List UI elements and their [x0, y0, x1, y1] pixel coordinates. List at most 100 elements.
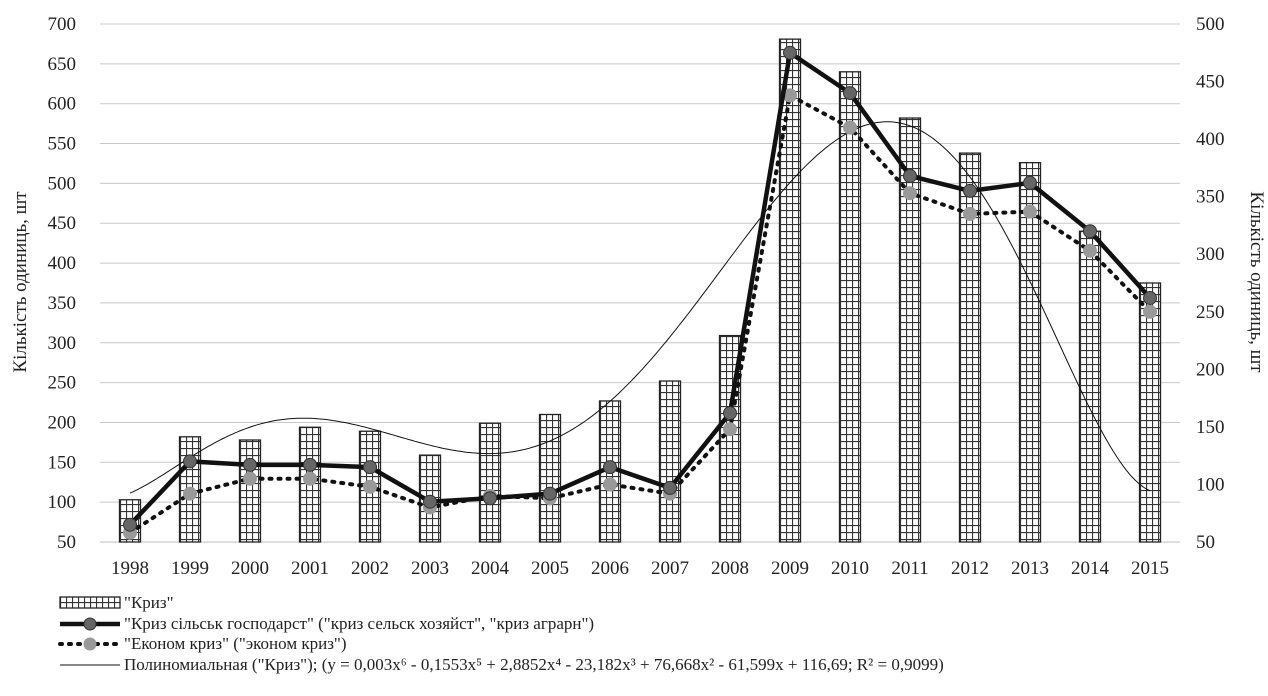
x-tick-label: 1999 — [171, 558, 209, 579]
x-tick-label: 1998 — [111, 558, 149, 579]
left-tick-label: 450 — [48, 213, 77, 234]
right-tick-label: 450 — [1196, 72, 1225, 93]
bar — [658, 380, 682, 543]
legend-label: "Криз сільськ господарст" ("криз сельск … — [124, 614, 594, 633]
right-tick-label: 350 — [1196, 187, 1225, 208]
kriz-silsk-point — [423, 494, 437, 509]
kriz-silsk-point — [903, 168, 917, 183]
right-tick-label: 50 — [1196, 532, 1215, 553]
kriz-silsk-point — [663, 480, 677, 495]
x-tick-label: 2015 — [1131, 558, 1169, 579]
left-axis-ticks: 50 100 150 200 250 300 350 400 450 500 550 600 650 70… — [48, 14, 77, 553]
econom-kriz-point — [963, 206, 977, 221]
bar — [1138, 282, 1162, 543]
kriz-silsk-point — [123, 517, 137, 532]
legend-marker-econom-kriz — [83, 637, 97, 651]
x-tick-label: 2005 — [531, 558, 569, 579]
kriz-silsk-point — [723, 406, 737, 421]
left-tick-label: 550 — [48, 134, 77, 155]
gridlines — [100, 23, 1180, 543]
econom-kriz-point — [723, 422, 737, 437]
kriz-silsk-line — [128, 50, 1152, 527]
legend-swatch-kriz — [59, 596, 121, 609]
econom-kriz-point — [1143, 304, 1157, 319]
bar — [958, 152, 982, 543]
x-tick-label: 2000 — [231, 558, 269, 579]
econom-kriz-point — [1083, 243, 1097, 258]
kriz-silsk-point — [843, 86, 857, 101]
left-tick-label: 700 — [48, 14, 77, 35]
x-axis-ticks: 1998 1999 2000 2001 2002 2003 2004 2005 2006 2007… — [111, 558, 1169, 579]
left-tick-label: 50 — [57, 532, 76, 553]
x-tick-label: 2014 — [1071, 558, 1110, 579]
right-axis-title: Кількість одиниць, шт — [1246, 191, 1267, 373]
kriz-silsk-point — [1083, 224, 1097, 239]
bar — [1018, 162, 1042, 543]
x-tick-label: 2009 — [771, 558, 809, 579]
bar — [238, 439, 262, 543]
bar — [898, 117, 922, 543]
econom-kriz-point — [603, 477, 617, 492]
legend-label: Полиномиальная ("Криз"); (y = 0,003x⁶ - … — [124, 655, 944, 674]
kriz-silsk-point — [603, 460, 617, 475]
x-tick-label: 2007 — [651, 558, 689, 579]
right-tick-label: 200 — [1196, 359, 1225, 380]
econom-kriz-point — [903, 186, 917, 201]
trendline-series — [129, 121, 1151, 494]
econom-kriz-point — [243, 471, 257, 486]
left-tick-label: 500 — [48, 173, 77, 194]
x-tick-label: 2006 — [591, 558, 629, 579]
x-tick-label: 2012 — [951, 558, 989, 579]
kriz-silsk-point — [1023, 175, 1037, 190]
kriz-silsk-point — [963, 183, 977, 198]
bar — [778, 38, 802, 543]
kriz-silsk-point — [483, 491, 497, 506]
kriz-silsk-point — [783, 45, 797, 60]
bar — [538, 413, 562, 543]
kriz-silsk-point — [183, 454, 197, 469]
kriz-silsk-point — [363, 460, 377, 475]
left-tick-label: 150 — [48, 452, 77, 473]
x-tick-label: 2001 — [291, 558, 329, 579]
x-tick-label: 2002 — [351, 558, 389, 579]
left-tick-label: 200 — [48, 412, 77, 433]
bar — [1078, 230, 1102, 543]
left-tick-label: 650 — [48, 54, 77, 75]
econom-kriz-point — [783, 88, 797, 103]
legend-marker-kriz-silsk — [83, 617, 97, 631]
x-tick-label: 2010 — [831, 558, 869, 579]
econom-kriz-point — [303, 471, 317, 486]
econom-kriz-point — [843, 120, 857, 135]
right-tick-label: 250 — [1196, 302, 1225, 323]
left-tick-label: 100 — [48, 492, 77, 513]
econom-kriz-line — [128, 92, 1152, 535]
right-tick-label: 400 — [1196, 129, 1225, 150]
kriz-silsk-point — [243, 457, 257, 472]
left-tick-label: 600 — [48, 94, 77, 115]
left-tick-label: 250 — [48, 373, 77, 394]
line-series — [123, 45, 1157, 540]
polynomial-trendline — [129, 121, 1151, 494]
x-tick-label: 2003 — [411, 558, 449, 579]
bar — [478, 422, 502, 543]
right-tick-label: 150 — [1196, 417, 1225, 438]
kriz-silsk-point — [543, 486, 557, 501]
x-tick-label: 2011 — [891, 558, 928, 579]
right-tick-label: 300 — [1196, 244, 1225, 265]
left-tick-label: 300 — [48, 333, 77, 354]
legend-label: "Криз" — [124, 593, 174, 612]
right-tick-label: 500 — [1196, 14, 1225, 35]
econom-kriz-point — [363, 479, 377, 494]
econom-kriz-point — [1023, 204, 1037, 219]
right-tick-label: 100 — [1196, 474, 1225, 495]
kriz-silsk-point — [303, 457, 317, 472]
kriz-silsk-point — [1143, 290, 1157, 305]
econom-kriz-point — [183, 486, 197, 501]
left-tick-label: 350 — [48, 293, 77, 314]
left-tick-label: 400 — [48, 253, 77, 274]
x-tick-label: 2008 — [711, 558, 749, 579]
left-axis-title: Кількість одиниць, шт — [10, 191, 31, 373]
x-tick-label: 2013 — [1011, 558, 1049, 579]
